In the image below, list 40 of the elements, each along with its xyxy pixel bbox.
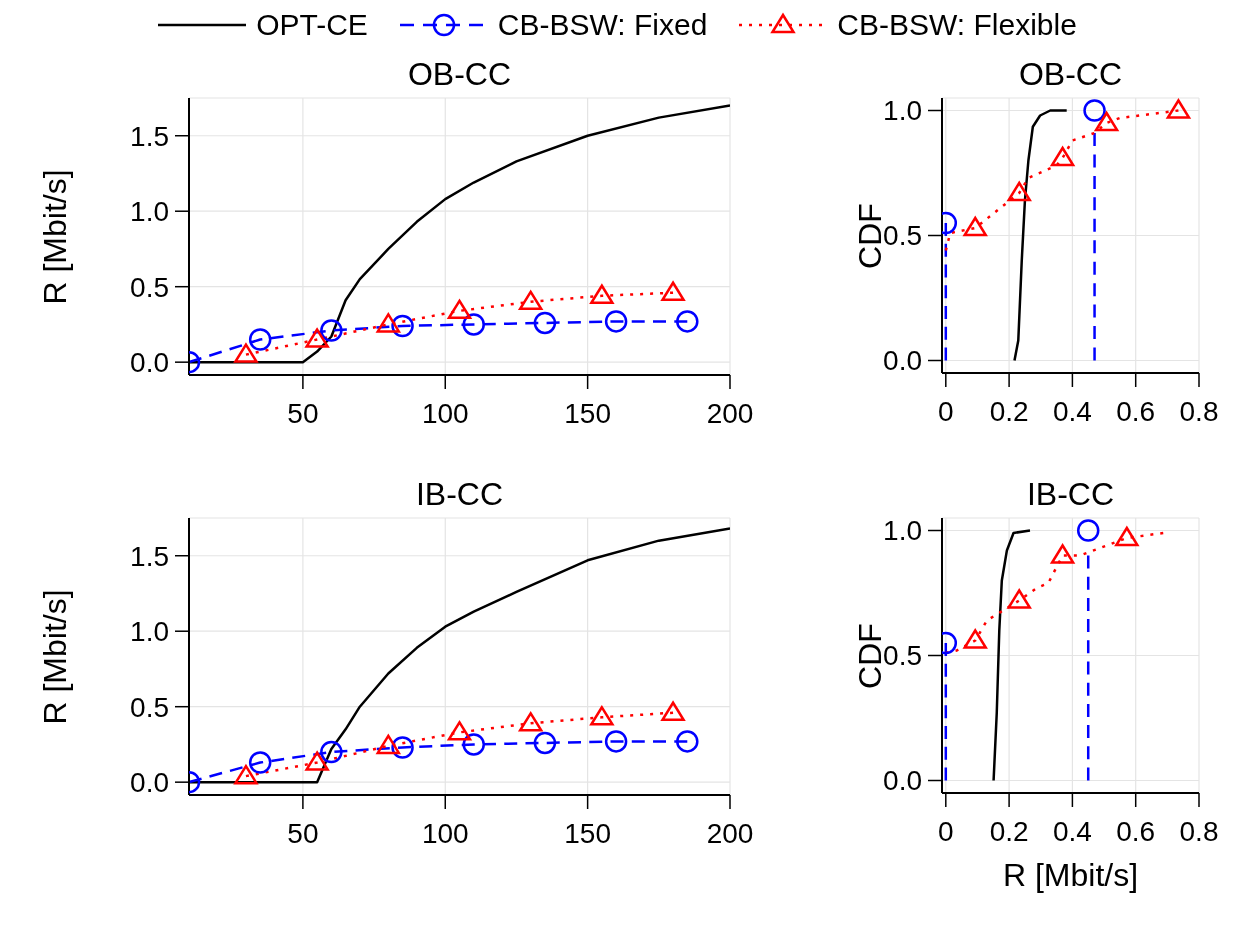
y-tick-label: 0.0 xyxy=(130,767,169,799)
y-tick-label: 0.0 xyxy=(883,345,922,377)
chart-title: IB-CC xyxy=(1025,475,1116,514)
x-tick-label: 0.2 xyxy=(989,815,1029,847)
x-tick-label: 100 xyxy=(421,817,469,849)
chart-title: IB-CC xyxy=(414,475,505,514)
x-tick-label: 100 xyxy=(421,397,469,429)
legend-label: OPT-CE xyxy=(256,8,368,42)
y-tick-label: 1.0 xyxy=(883,95,922,127)
y-tick-label: 0.0 xyxy=(883,765,922,797)
x-tick-label: 0.2 xyxy=(989,395,1029,427)
x-tick-label: 150 xyxy=(564,397,611,429)
x-axis-title: R [Mbit/s] xyxy=(1001,856,1140,895)
y-axis-title: R [Mbit/s] xyxy=(36,587,74,727)
y-tick-label: 1.0 xyxy=(130,616,169,648)
x-tick-label: 0.4 xyxy=(1052,815,1092,847)
x-tick-label: 50 xyxy=(287,397,319,429)
x-tick-label: 0.6 xyxy=(1116,815,1156,847)
x-tick-label: 150 xyxy=(564,817,611,849)
x-tick-label: 50 xyxy=(287,817,319,849)
legend-label: CB-BSW: Flexible xyxy=(837,8,1077,42)
y-tick-label: 1.5 xyxy=(130,540,169,572)
y-tick-label: 0.5 xyxy=(130,271,169,303)
y-tick-label: 0.5 xyxy=(130,691,169,723)
chart-title: OB-CC xyxy=(1017,55,1124,94)
y-tick-label: 1.0 xyxy=(130,196,169,228)
y-tick-label: 0.0 xyxy=(130,347,169,379)
x-tick-label: 0.6 xyxy=(1116,395,1156,427)
x-tick-label: 0 xyxy=(938,815,954,847)
x-tick-label: 0.8 xyxy=(1179,815,1219,847)
x-tick-label: 200 xyxy=(706,397,754,429)
x-tick-label: 0.4 xyxy=(1052,395,1092,427)
x-tick-label: 0 xyxy=(938,395,954,427)
chart-title: OB-CC xyxy=(406,55,513,94)
x-tick-label: 0.8 xyxy=(1179,395,1219,427)
y-tick-label: 1.0 xyxy=(883,515,922,547)
y-axis-title: R [Mbit/s] xyxy=(36,167,74,307)
legend-label: CB-BSW: Fixed xyxy=(497,8,708,42)
y-tick-label: 1.5 xyxy=(130,120,169,152)
x-tick-label: 200 xyxy=(706,817,754,849)
